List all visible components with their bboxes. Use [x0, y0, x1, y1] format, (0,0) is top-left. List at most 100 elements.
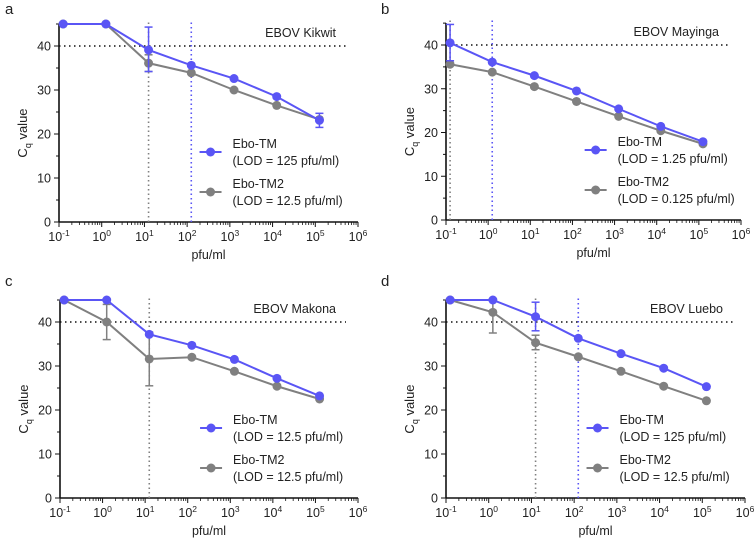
x-tick-exponent: 2 [579, 504, 584, 514]
legend-label-ebo-tm: Ebo-TM [620, 413, 664, 427]
x-tick-base: 10 [650, 506, 664, 520]
x-tick-base: 10 [306, 230, 320, 244]
x-tick-base: 10 [49, 506, 63, 520]
data-point-ebo-tm [445, 295, 455, 305]
data-point-ebo-tm2 [487, 67, 497, 77]
x-tick-label: 105 [693, 504, 712, 520]
data-point-ebo-tm [445, 38, 455, 48]
x-tick-base: 10 [732, 228, 746, 242]
y-label-rest: value [16, 384, 31, 419]
y-tick-label: 10 [37, 172, 51, 186]
y-tick-label: 10 [424, 170, 438, 184]
legend-label-ebo-tm2: Ebo-TM2 [233, 177, 284, 191]
x-tick-base: 10 [178, 506, 192, 520]
x-tick-label: 103 [605, 226, 624, 242]
x-tick-label: 101 [522, 504, 541, 520]
x-tick-base: 10 [48, 230, 62, 244]
x-tick-exponent: 2 [192, 504, 197, 514]
x-tick-label: 10-1 [48, 228, 70, 244]
panel-title: EBOV Kikwit [265, 26, 336, 40]
x-tick-exponent: 1 [535, 226, 540, 236]
data-point-ebo-tm2 [614, 111, 624, 121]
y-tick-label: 10 [38, 448, 52, 462]
y-axis-label: Cq value [402, 384, 420, 433]
data-point-ebo-tm [698, 137, 708, 147]
x-axis-label: pfu/ml [578, 524, 612, 538]
x-axis-label: pfu/ml [576, 246, 610, 260]
x-tick-base: 10 [435, 506, 449, 520]
data-point-ebo-tm [144, 45, 154, 55]
data-point-ebo-tm [529, 71, 539, 81]
y-label-main: C [16, 424, 31, 433]
data-point-ebo-tm2 [272, 381, 282, 391]
data-point-ebo-tm [272, 373, 282, 383]
data-point-ebo-tm2 [229, 85, 239, 95]
x-tick-exponent: 4 [277, 504, 282, 514]
panel-title: EBOV Luebo [650, 302, 723, 316]
y-tick-label: 40 [37, 40, 51, 54]
panel-label: b [381, 1, 389, 18]
y-label-rest: value [402, 107, 417, 142]
legend-marker-ebo-tm [206, 147, 216, 157]
data-point-ebo-tm2 [659, 381, 669, 391]
data-point-ebo-tm [59, 295, 69, 305]
x-tick-label: 10-1 [49, 504, 71, 520]
x-tick-base: 10 [521, 228, 535, 242]
x-tick-base: 10 [92, 230, 106, 244]
data-point-ebo-tm2 [572, 96, 582, 106]
x-tick-label: 103 [221, 504, 240, 520]
legend-lod-ebo-tm: (LOD = 125 pfu/ml) [620, 430, 727, 444]
x-tick-exponent: 5 [707, 504, 712, 514]
y-label-rest: value [15, 108, 30, 143]
data-point-ebo-tm2 [488, 307, 498, 317]
panel-title: EBOV Mayinga [634, 25, 720, 39]
legend-marker-ebo-tm2 [593, 463, 603, 473]
legend-label-ebo-tm2: Ebo-TM2 [618, 175, 669, 189]
legend-lod-ebo-tm2: (LOD = 12.5 pfu/ml) [620, 470, 730, 484]
x-tick-label: 104 [650, 504, 669, 520]
legend-label-ebo-tm2: Ebo-TM2 [233, 453, 284, 467]
data-point-ebo-tm2 [144, 354, 154, 364]
x-tick-exponent: 4 [277, 228, 282, 238]
y-tick-label: 0 [431, 214, 438, 228]
legend-marker-ebo-tm [591, 145, 601, 155]
x-tick-exponent: 3 [621, 504, 626, 514]
data-point-ebo-tm [144, 329, 154, 339]
x-tick-exponent: 3 [235, 504, 240, 514]
data-point-ebo-tm [487, 57, 497, 67]
x-tick-label: 102 [178, 228, 197, 244]
x-tick-base: 10 [349, 230, 363, 244]
x-tick-base: 10 [736, 506, 750, 520]
data-point-ebo-tm2 [187, 352, 197, 362]
x-tick-base: 10 [136, 506, 150, 520]
data-point-ebo-tm [187, 340, 197, 350]
legend-lod-ebo-tm2: (LOD = 12.5 pfu/ml) [233, 470, 343, 484]
x-tick-exponent: 1 [149, 228, 154, 238]
y-tick-label: 30 [37, 84, 51, 98]
y-tick-label: 0 [45, 492, 52, 506]
data-point-ebo-tm2 [272, 100, 282, 110]
data-point-ebo-tm [102, 295, 112, 305]
x-tick-label: 105 [306, 228, 325, 244]
y-tick-label: 20 [37, 128, 51, 142]
x-tick-base: 10 [349, 506, 363, 520]
x-tick-exponent: 6 [363, 228, 368, 238]
x-tick-exponent: -1 [63, 504, 71, 514]
data-point-ebo-tm2 [445, 59, 455, 69]
x-tick-label: 104 [263, 228, 282, 244]
data-point-ebo-tm [272, 92, 282, 102]
x-tick-base: 10 [263, 230, 277, 244]
data-point-ebo-tm [572, 86, 582, 96]
legend-marker-ebo-tm2 [591, 185, 601, 195]
y-tick-label: 20 [424, 404, 438, 418]
x-tick-exponent: 2 [577, 226, 582, 236]
y-axis-label: Cq value [15, 108, 33, 157]
x-tick-label: 101 [521, 226, 540, 242]
legend-lod-ebo-tm: (LOD = 125 pfu/ml) [233, 154, 340, 168]
data-point-ebo-tm [573, 333, 583, 343]
y-label-rest: value [402, 384, 417, 419]
y-tick-label: 0 [44, 216, 51, 230]
legend-label-ebo-tm: Ebo-TM [233, 137, 277, 151]
